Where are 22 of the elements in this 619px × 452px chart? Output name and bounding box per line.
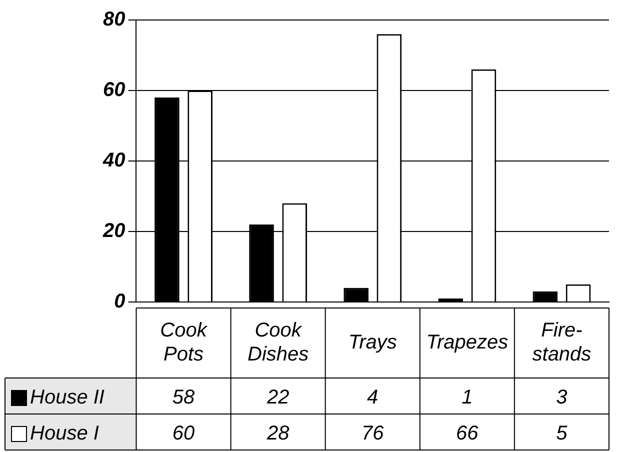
data-label: 22 — [266, 386, 290, 409]
data-label: 5 — [556, 422, 568, 445]
data-label: 1 — [462, 386, 473, 409]
y-tick-label: 60 — [102, 79, 126, 102]
data-label: 76 — [362, 422, 385, 445]
data-label: 66 — [456, 422, 480, 445]
y-tick-label: 0 — [114, 290, 126, 313]
data-label: 58 — [172, 386, 195, 409]
legend-label: House I — [30, 422, 100, 445]
y-tick-label: 20 — [102, 220, 126, 242]
data-label: 3 — [556, 386, 568, 409]
x-tick-label: Trapezes — [426, 332, 508, 354]
x-tick-label: Trays — [348, 332, 397, 354]
y-tick-label: 40 — [102, 150, 126, 172]
y-tick-label: 80 — [102, 8, 126, 31]
x-tick-label: Cook Dishes — [248, 320, 309, 366]
x-tick-label: Fire-stands — [532, 320, 592, 366]
data-label: 60 — [172, 422, 195, 445]
legend-label: House II — [30, 386, 105, 409]
x-tick-label: Cook Pots — [160, 320, 208, 366]
data-label: 4 — [367, 386, 378, 409]
data-label: 28 — [266, 422, 290, 445]
